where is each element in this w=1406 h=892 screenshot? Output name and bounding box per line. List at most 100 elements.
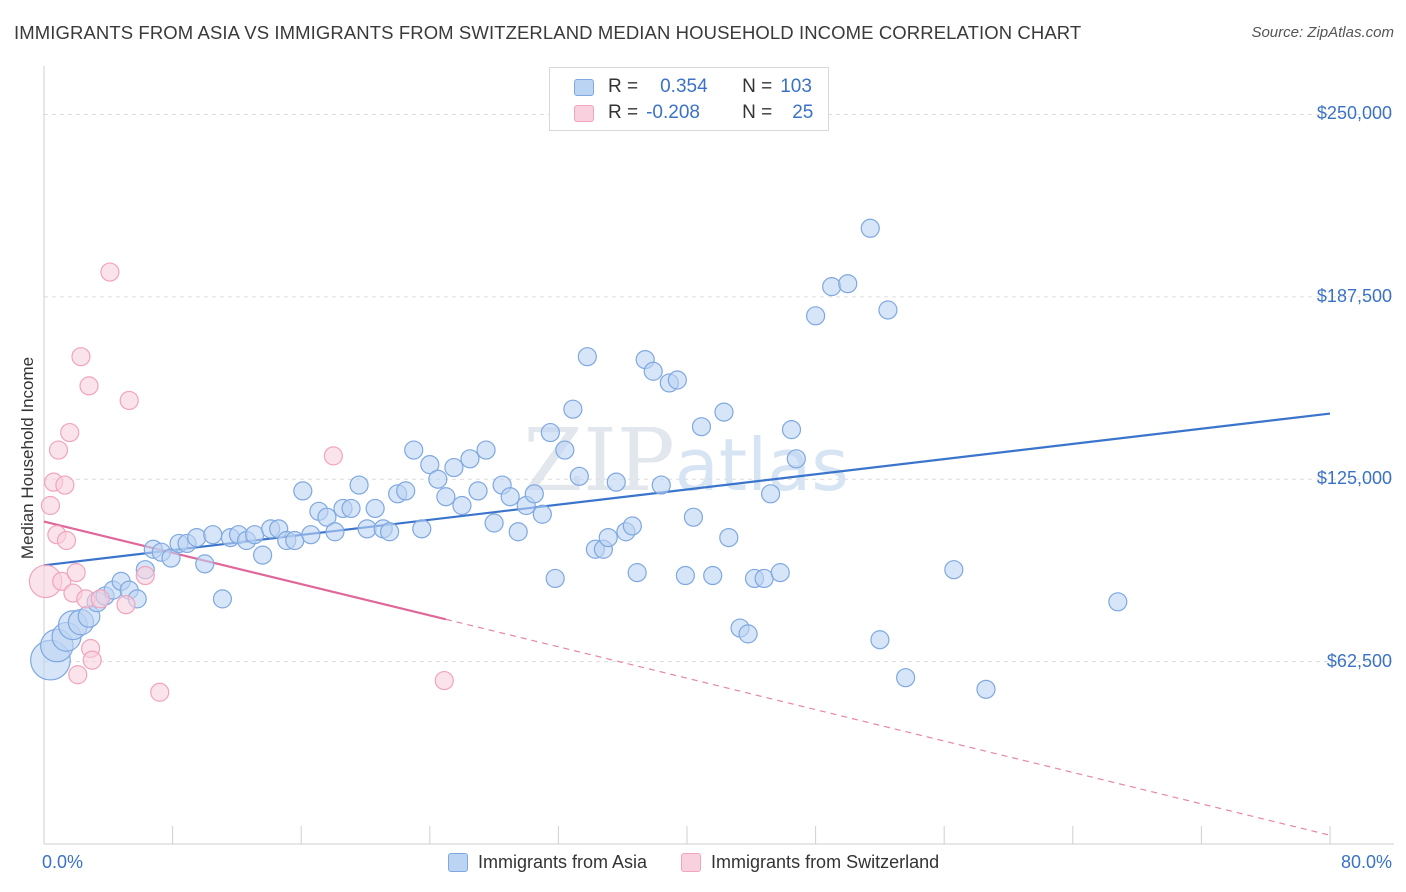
data-point — [428, 469, 448, 489]
data-point — [90, 589, 110, 609]
data-point — [683, 507, 704, 527]
data-point — [66, 563, 86, 583]
data-point — [452, 495, 472, 516]
data-point — [317, 507, 337, 527]
data-point — [68, 665, 88, 685]
axes — [43, 66, 1394, 845]
data-point — [203, 525, 223, 545]
series-swatch-asia — [448, 853, 468, 872]
data-point — [349, 475, 369, 495]
data-point — [786, 449, 806, 469]
data-point — [532, 504, 552, 524]
data-point — [805, 306, 826, 326]
data-point — [524, 484, 544, 504]
data-point — [212, 589, 233, 609]
data-point — [161, 548, 181, 568]
data-point — [444, 457, 464, 478]
data-point — [703, 565, 723, 586]
data-point — [380, 522, 400, 542]
data-point — [468, 481, 488, 501]
y-axis-title: Median Household Income — [18, 356, 37, 560]
data-point — [545, 568, 565, 589]
data-point — [323, 446, 343, 466]
legend-r-value: 0.354 — [660, 76, 708, 97]
y-tick-label-3: $250,000 — [1316, 103, 1392, 124]
data-point — [691, 417, 712, 437]
data-point — [71, 347, 91, 367]
legend-row-asia: R = 0.354 N = 103 — [574, 75, 812, 99]
data-point — [48, 440, 69, 460]
data-point — [285, 530, 305, 551]
data-point — [52, 571, 72, 591]
y-tick-label-0: $62,500 — [1326, 650, 1392, 671]
data-point — [719, 527, 739, 548]
series-label-asia: Immigrants from Asia — [478, 852, 648, 872]
data-point — [598, 527, 618, 548]
data-point — [404, 440, 424, 460]
data-point — [754, 568, 774, 589]
data-point — [860, 218, 880, 238]
data-point — [244, 525, 265, 545]
chart-source: Source: ZipAtlas.com — [1251, 24, 1394, 41]
data-point — [878, 300, 898, 320]
data-point — [325, 522, 345, 542]
data-point — [365, 498, 385, 519]
legend-swatch-switzerland — [574, 104, 594, 122]
data-point — [555, 440, 575, 460]
data-point — [434, 670, 454, 691]
data-point — [563, 399, 583, 419]
data-point — [341, 498, 361, 519]
data-point — [484, 513, 504, 533]
x-tick-label-min: 0.0% — [42, 852, 84, 872]
data-point — [135, 565, 155, 586]
data-point — [79, 376, 99, 396]
legend-r-label: R = — [608, 102, 639, 123]
y-tick-label-1: $125,000 — [1316, 468, 1392, 489]
series-legend: Immigrants from Asia Immigrants from Swi… — [448, 852, 973, 873]
data-point — [508, 522, 528, 542]
legend-r-value: -0.208 — [646, 102, 700, 123]
legend-n-value: 103 — [780, 76, 812, 97]
data-point — [195, 554, 215, 574]
data-point — [667, 370, 687, 390]
data-point — [253, 545, 273, 565]
data-point — [82, 650, 102, 670]
data-point — [896, 668, 916, 688]
correlation-legend: R = 0.354 N = 103 R = -0.208 N = 25 — [549, 67, 829, 131]
data-point — [1108, 592, 1128, 612]
legend-n-value: 25 — [792, 102, 814, 123]
data-point — [100, 262, 120, 282]
data-point — [714, 402, 734, 422]
data-point — [770, 563, 790, 583]
data-point — [822, 277, 842, 297]
data-point — [569, 466, 589, 486]
data-point — [760, 484, 781, 504]
data-point — [56, 530, 77, 551]
legend-n-label: N = — [742, 102, 773, 123]
trend-line-extension-series-1 — [445, 618, 1331, 836]
data-point — [651, 475, 671, 495]
data-point — [577, 347, 597, 367]
legend-swatch-asia — [574, 78, 594, 96]
data-points — [28, 218, 1128, 702]
x-tick-label-max: 80.0% — [1340, 852, 1392, 872]
data-point — [627, 563, 647, 583]
data-point — [420, 455, 440, 475]
series-legend-switzerland: Immigrants from Switzerland — [681, 852, 939, 873]
data-point — [781, 420, 802, 440]
data-point — [293, 481, 313, 501]
chart-title: IMMIGRANTS FROM ASIA VS IMMIGRANTS FROM … — [14, 22, 1082, 43]
data-point — [55, 475, 75, 495]
data-point — [976, 679, 996, 699]
data-point — [838, 274, 858, 294]
data-point — [944, 560, 964, 580]
data-point — [460, 449, 480, 469]
data-point — [476, 440, 496, 460]
data-point — [187, 527, 207, 548]
data-point — [119, 390, 139, 411]
data-point — [40, 495, 61, 516]
series-swatch-switzerland — [681, 853, 702, 872]
data-point — [870, 630, 890, 650]
data-point — [412, 519, 432, 539]
